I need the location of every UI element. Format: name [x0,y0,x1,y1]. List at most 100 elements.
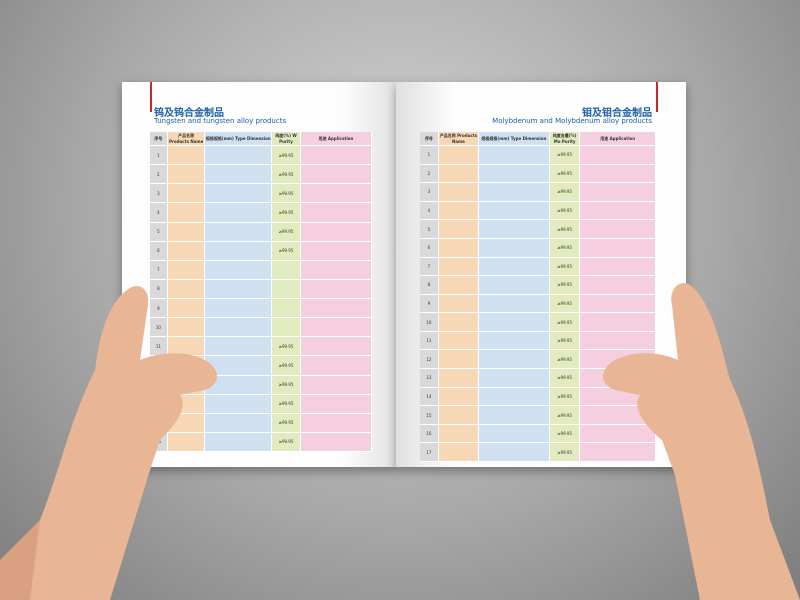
table-cell [438,183,479,202]
table-cell [438,350,479,370]
table-cell [478,406,550,425]
table-cell [205,413,273,433]
table-cell: ≥99.95 [272,165,301,185]
table-cell [300,165,372,185]
table-cell [205,222,273,242]
table-cell: 4 [420,201,439,221]
table-cell [167,222,206,242]
table-cell: ≥99.95 [549,164,581,184]
table-cell [580,238,656,258]
table-cell: ≥99.95 [272,241,301,261]
table-cell: 10 [420,313,439,332]
table-cell: 3 [420,183,439,202]
table-cell [300,337,372,357]
table-cell [580,220,656,239]
table-cell [478,276,550,295]
table-cell [478,443,550,462]
table-cell: 纯度含量(%) Mo Purity [549,132,581,146]
table-cell: ≥99.95 [549,183,581,202]
table-cell: 7 [150,260,168,280]
table-cell: 2 [150,165,168,185]
table-cell [205,356,273,376]
shadow [0,520,40,600]
table-cell: ≥99.95 [549,146,581,165]
table-cell: 用途 Application [300,132,372,146]
table-cell: 产品名称 Products Name [167,132,206,146]
table-cell: 16 [420,424,439,444]
table-cell: 10 [150,318,168,338]
table-cell: 1 [420,146,439,165]
table-cell: ≥99.95 [549,369,581,388]
table-cell [300,356,372,376]
table-cell [272,318,301,338]
table-cell: 8 [150,279,168,299]
table-cell: 12 [420,350,439,370]
table-cell [478,424,550,444]
page-subtitle: Molybdenum and Molybdenum alloy products [492,117,652,125]
table-cell [167,184,206,204]
table-cell: 3 [150,184,168,204]
table-cell [300,432,372,452]
table-cell [300,184,372,204]
table-cell [580,331,656,351]
table-cell: 17 [420,443,439,462]
table-cell [205,146,273,166]
table-cell: ≥99.95 [549,238,581,258]
table-cell: ≥99.95 [549,350,581,370]
right-hand [602,282,800,600]
table-cell: 序号 [150,132,168,146]
table-cell: ≥99.95 [549,257,581,277]
table-cell [478,313,550,332]
product-table: 序号 产品名称 Products Name 规格规格(mm) Type Dimens… [420,132,656,462]
table-cell [205,318,273,338]
table-cell: 序号 [420,132,439,146]
table-cell: ≥99.95 [272,356,301,376]
table-cell: ≥99.95 [549,424,581,444]
table-cell [438,238,479,258]
table-cell [205,432,273,452]
table-cell: 5 [150,222,168,242]
table-cell [478,201,550,221]
table-cell [438,387,479,407]
table-cell [478,164,550,184]
table-cell [167,299,206,319]
table-cell [478,238,550,258]
table-cell [478,387,550,407]
page-title: 钨及钨合金制品 [154,108,224,119]
accent-bar [656,82,658,112]
page-title: 钼及钼合金制品 [582,108,652,119]
table-cell: ≥99.95 [549,387,581,407]
page-subtitle: Tungsten and tungsten alloy products [154,117,287,125]
table-cell: 用途 Application [580,132,656,146]
table-cell: 规格规格(mm) Type Dimension [478,132,550,146]
table-cell: ≥99.95 [272,203,301,223]
table-cell [300,375,372,395]
table-cell [205,337,273,357]
table-cell [580,164,656,184]
table-cell [205,241,273,261]
table-cell [438,257,479,277]
table-cell: ≥99.95 [549,443,581,462]
table-cell [167,260,206,280]
table-cell [167,241,206,261]
table-cell: 11 [420,331,439,351]
table-cell: ≥99.95 [549,313,581,332]
table-cell [167,203,206,223]
table-cell [300,146,372,166]
table-cell [478,369,550,388]
table-cell [438,369,479,388]
table-cell: 6 [150,241,168,261]
table-cell [300,241,372,261]
table-cell: 14 [420,387,439,407]
table-cell [478,146,550,165]
table-cell [272,279,301,299]
table-cell [438,220,479,239]
table-cell [478,294,550,314]
table-cell [478,331,550,351]
table-cell [478,257,550,277]
table-cell: ≥99.95 [549,331,581,351]
table-cell [272,260,301,280]
table-cell: 规格规格(mm) Type Dimension [205,132,273,146]
table-cell [300,413,372,433]
table-cell [167,432,206,452]
